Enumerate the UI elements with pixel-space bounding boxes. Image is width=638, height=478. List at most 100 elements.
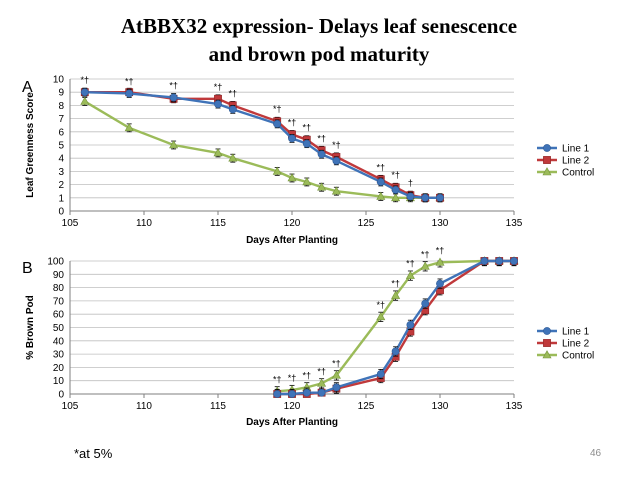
data-point-control: [420, 261, 430, 270]
data-point-control: [376, 312, 386, 321]
legend-label: Control: [562, 351, 594, 362]
significance-annotation: *†: [332, 358, 341, 368]
y-tick-label: 70: [53, 296, 65, 307]
y-tick-label: 100: [47, 257, 64, 268]
x-tick-label: 135: [506, 218, 523, 229]
x-tick-label: 125: [358, 401, 375, 412]
data-point-control: [287, 173, 297, 182]
y-tick-label: 30: [53, 350, 65, 361]
significance-annotation: *†: [377, 162, 386, 172]
data-point-control: [391, 290, 401, 299]
legend-label: Control: [562, 168, 594, 179]
y-tick-label: 0: [58, 390, 64, 401]
x-tick-label: 115: [210, 218, 226, 229]
y-axis-title: % Brown Pod: [25, 295, 36, 359]
x-tick-label: 135: [506, 401, 523, 412]
data-point-line-1: [273, 390, 282, 398]
significance-annotation: *†: [317, 133, 326, 143]
legend-label: Line 2: [562, 156, 590, 167]
data-point-control: [80, 96, 90, 105]
x-tick-label: 110: [136, 218, 152, 229]
significance-annotation: *†: [125, 77, 134, 87]
y-tick-label: 8: [58, 101, 64, 112]
data-point-control: [213, 148, 223, 157]
chart-panel-a: 0 1 2 3 4 5 6 7 8 9 10 105 110 115 120 125 130 135 Days Af…: [22, 75, 594, 247]
data-point-line-1: [391, 347, 400, 356]
y-tick-label: 1: [58, 193, 64, 204]
data-point-line-1: [273, 119, 282, 128]
data-point-line-1: [80, 88, 89, 97]
data-point-line-1: [480, 257, 489, 265]
legend-swatch-marker: [542, 350, 552, 359]
data-point-line-1: [421, 193, 430, 202]
data-point-line-1: [406, 192, 415, 201]
data-point-line-1: [376, 370, 385, 378]
x-tick-label: 130: [432, 218, 449, 229]
x-tick-label: 120: [284, 401, 301, 412]
legend-swatch-marker: [542, 167, 552, 176]
significance-annotation: *†: [391, 279, 400, 289]
x-axis-title: Days After Planting: [246, 235, 338, 246]
data-point-line-1: [421, 299, 430, 308]
significance-annotation: *†: [229, 88, 238, 98]
x-tick-label: 105: [62, 218, 79, 229]
y-tick-label: 2: [58, 180, 64, 191]
significance-annotation: *†: [391, 170, 400, 180]
data-point-line-1: [169, 93, 178, 102]
data-point-line-1: [436, 193, 444, 202]
y-tick-label: 5: [58, 141, 64, 152]
slide-title-line-2: and brown pod maturity: [208, 42, 430, 66]
significance-annotation: *†: [169, 80, 178, 90]
data-point-control: [331, 370, 341, 379]
significance-annotation: *†: [81, 75, 90, 85]
y-tick-label: 7: [58, 114, 64, 125]
significance-annotation: *†: [303, 370, 312, 380]
x-tick-label: 105: [62, 401, 79, 412]
page-number: 46: [590, 448, 602, 459]
x-tick-label: 115: [210, 401, 226, 412]
chart-panel-b: 0 10 20 30 40 50 60 70 80 90 100 105 110 115 120 125 130…: [22, 245, 594, 428]
significance-annotation: *†: [377, 300, 386, 310]
y-tick-label: 10: [53, 376, 65, 387]
slide-title-line-1: AtBBX32 expression- Delays leaf senescen…: [120, 14, 518, 38]
data-point-control: [435, 257, 445, 266]
significance-annotation: *†: [288, 117, 297, 127]
data-point-control: [405, 270, 415, 279]
data-point-line-1: [288, 390, 296, 398]
legend-swatch-marker: [543, 156, 551, 164]
legend-label: Line 1: [562, 327, 590, 338]
significance-annotation: *†: [317, 366, 326, 376]
data-point-line-1: [332, 383, 341, 392]
panel-letter: A: [22, 79, 33, 96]
data-point-line-1: [125, 89, 134, 98]
data-point-line-1: [332, 156, 341, 165]
y-tick-label: 9: [58, 88, 64, 99]
y-axis-title: Leaf Greenness Score: [25, 92, 36, 198]
y-tick-label: 50: [53, 323, 65, 334]
y-tick-label: 20: [53, 363, 65, 374]
legend-label: Line 1: [562, 144, 590, 155]
y-tick-label: 6: [58, 127, 64, 138]
data-point-control: [391, 192, 401, 202]
data-point-control: [124, 123, 134, 132]
y-tick-label: 10: [53, 75, 65, 86]
data-point-line-1: [510, 257, 518, 265]
data-point-control: [317, 182, 327, 191]
data-point-line-1: [214, 100, 222, 108]
footnote: *at 5%: [74, 446, 113, 461]
x-tick-label: 120: [284, 218, 301, 229]
y-tick-label: 90: [53, 270, 65, 281]
significance-annotation: *†: [436, 245, 445, 255]
legend-swatch-marker: [543, 327, 551, 335]
significance-annotation: *†: [214, 82, 223, 92]
data-point-line-1: [436, 279, 444, 288]
legend-swatch-marker: [543, 144, 551, 152]
significance-annotation: *†: [421, 249, 430, 259]
significance-annotation: *†: [273, 374, 282, 384]
data-point-control: [302, 177, 312, 186]
data-point-line-1: [317, 388, 326, 397]
data-point-line-1: [317, 150, 326, 159]
y-tick-label: 40: [53, 336, 65, 347]
x-tick-label: 110: [136, 401, 152, 412]
